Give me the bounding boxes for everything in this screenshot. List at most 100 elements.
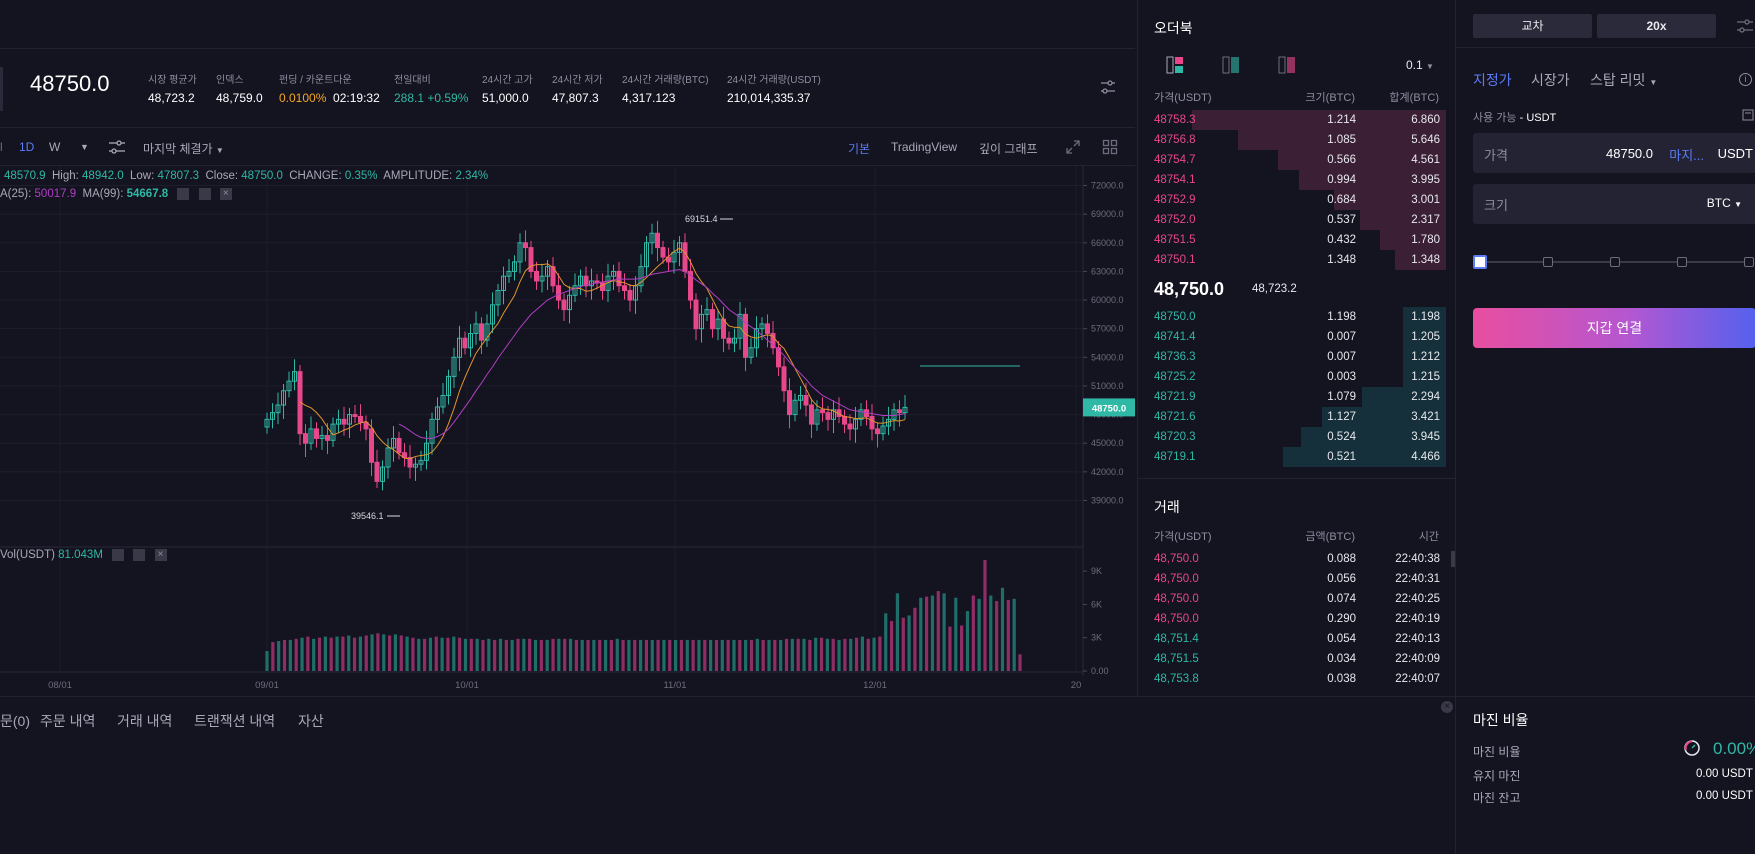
view-asks-icon[interactable] xyxy=(1278,56,1296,77)
size-field[interactable]: 크기 BTC ▼ xyxy=(1473,184,1755,224)
slider-mark-25[interactable] xyxy=(1543,257,1553,267)
bid-row[interactable]: 48741.4 0.007 1.205 xyxy=(1138,327,1456,347)
bid-row[interactable]: 48750.0 1.198 1.198 xyxy=(1138,307,1456,327)
ask-row[interactable]: 48754.1 0.994 3.995 xyxy=(1138,170,1456,190)
depth-bar xyxy=(1238,130,1446,150)
bid-row[interactable]: 48736.3 0.007 1.212 xyxy=(1138,347,1456,367)
view-both-icon[interactable] xyxy=(1166,56,1184,77)
trades-header-amount: 금액(BTC) xyxy=(1305,531,1355,543)
candle-body xyxy=(363,421,369,430)
ask-row[interactable]: 48750.1 1.348 1.348 xyxy=(1138,250,1456,270)
ask-row[interactable]: 48756.8 1.085 5.646 xyxy=(1138,130,1456,150)
interval-dropdown-icon[interactable]: ▼ xyxy=(80,142,89,152)
margin-mode-button[interactable]: 교차 xyxy=(1473,14,1592,38)
ob-mark-price: 48,723.2 xyxy=(1252,283,1297,295)
tab-open-orders[interactable]: 문(0) xyxy=(0,713,30,729)
trade-row[interactable]: 48,750.0 0.088 22:40:38 xyxy=(1138,549,1456,569)
view-bids-icon[interactable] xyxy=(1222,56,1240,77)
size-field-label: 크기 xyxy=(1484,198,1508,213)
candle-body xyxy=(473,323,479,334)
row-size: 1.085 xyxy=(1327,134,1356,146)
volume-bar xyxy=(428,637,433,671)
tab-assets[interactable]: 자산 xyxy=(298,713,324,729)
ma-close-icon[interactable]: × xyxy=(219,188,232,200)
volume-bar xyxy=(510,639,514,671)
vol-eye-icon[interactable] xyxy=(112,549,125,561)
tab-market[interactable]: 시장가 xyxy=(1531,72,1570,88)
settings-sliders-icon[interactable] xyxy=(1100,79,1116,98)
ask-row[interactable]: 48752.0 0.537 2.317 xyxy=(1138,210,1456,230)
connect-wallet-button[interactable]: 지갑 연결 xyxy=(1473,308,1755,348)
panel-settings-icon[interactable] xyxy=(1736,18,1754,37)
price-field[interactable]: 가격 48750.0 마지... USDT xyxy=(1473,133,1755,173)
candle-body xyxy=(550,266,556,287)
size-slider-handle[interactable] xyxy=(1473,255,1487,269)
ask-row[interactable]: 48754.7 0.566 4.561 xyxy=(1138,150,1456,170)
interval-cut[interactable]: l xyxy=(0,140,3,154)
bid-row[interactable]: 48720.3 0.524 3.945 xyxy=(1138,427,1456,447)
tab-transaction-history[interactable]: 트랜잭션 내역 xyxy=(194,713,276,729)
ob-mid-price: 48,750.0 xyxy=(1154,279,1225,299)
ma-eye-icon[interactable] xyxy=(177,188,190,200)
layout-grid-icon[interactable] xyxy=(1102,139,1118,158)
interval-1d[interactable]: 1D xyxy=(19,140,35,154)
trade-row[interactable]: 48,750.0 0.074 22:40:25 xyxy=(1138,589,1456,609)
ma-settings-icon[interactable] xyxy=(198,188,211,200)
trade-row[interactable]: 48,751.5 0.034 22:40:09 xyxy=(1138,649,1456,669)
candle-body xyxy=(495,290,501,306)
depth-bar xyxy=(1403,307,1446,327)
price-last-link[interactable]: 마지... xyxy=(1669,148,1704,163)
trade-row[interactable]: 48,750.0 0.290 22:40:19 xyxy=(1138,609,1456,629)
volume-bar xyxy=(615,638,619,671)
close-panel-icon[interactable]: × xyxy=(1441,701,1453,713)
precision-select[interactable]: 0.1 ▼ xyxy=(1406,58,1434,72)
volume-bar xyxy=(1012,598,1016,671)
trades-scrollbar[interactable] xyxy=(1451,551,1455,567)
price-type-select[interactable]: 마지막 체결가 ▼ xyxy=(143,142,224,156)
candlestick-chart[interactable]: 72000.0 69000.0 66000.0 63000.0 60000.0 57000… xyxy=(0,166,1135,696)
slider-mark-75[interactable] xyxy=(1677,257,1687,267)
vol-close-icon[interactable]: × xyxy=(154,549,167,561)
volume-bar xyxy=(954,597,958,671)
bid-row[interactable]: 48721.6 1.127 3.421 xyxy=(1138,407,1456,427)
view-tradingview-tab[interactable]: TradingView xyxy=(891,140,958,154)
leverage-button[interactable]: 20x xyxy=(1597,14,1716,38)
depth-bar xyxy=(1380,230,1446,250)
price-chart[interactable]: 72000.0 69000.0 66000.0 63000.0 60000.0 57000… xyxy=(0,166,1135,696)
tab-order-history[interactable]: 주문 내역 xyxy=(40,713,96,729)
view-depth-tab[interactable]: 깊이 그래프 xyxy=(979,142,1038,156)
bid-row[interactable]: 48719.1 0.521 4.466 xyxy=(1138,447,1456,467)
trade-row[interactable]: 48,750.0 0.056 22:40:31 xyxy=(1138,569,1456,589)
row-size: 0.003 xyxy=(1327,371,1356,383)
info-icon[interactable]: i xyxy=(1739,73,1752,86)
y-tick-label: 60000.0 xyxy=(1091,295,1124,305)
slider-mark-50[interactable] xyxy=(1610,257,1620,267)
volume-bar xyxy=(475,638,479,671)
tab-trade-history[interactable]: 거래 내역 xyxy=(117,713,173,729)
bid-row[interactable]: 48725.2 0.003 1.215 xyxy=(1138,367,1456,387)
volume-bar xyxy=(889,621,894,671)
calculator-icon[interactable] xyxy=(1742,109,1754,124)
ask-row[interactable]: 48758.3 1.214 6.860 xyxy=(1138,110,1456,130)
volume-bar xyxy=(277,641,281,671)
trade-row[interactable]: 48,753.8 0.038 22:40:07 xyxy=(1138,669,1456,689)
volume-bar xyxy=(989,595,993,671)
interval-w[interactable]: W xyxy=(49,140,61,154)
size-unit-select[interactable]: BTC ▼ xyxy=(1706,196,1742,210)
trade-row[interactable]: 48,751.4 0.054 22:40:13 xyxy=(1138,629,1456,649)
price-field-value[interactable]: 48750.0 xyxy=(1606,146,1653,161)
candle-body xyxy=(897,409,902,414)
tab-stop-limit[interactable]: 스탑 리밋 ▼ xyxy=(1590,72,1658,88)
tab-limit[interactable]: 지정가 xyxy=(1473,72,1512,88)
fullscreen-icon[interactable] xyxy=(1065,139,1081,158)
slider-mark-100[interactable] xyxy=(1744,257,1754,267)
ask-row[interactable]: 48752.9 0.684 3.001 xyxy=(1138,190,1456,210)
indicator-settings-icon[interactable] xyxy=(108,139,126,158)
view-basic-tab[interactable]: 기본 xyxy=(848,142,871,156)
volume-bar xyxy=(294,638,298,671)
bid-row[interactable]: 48721.9 1.079 2.294 xyxy=(1138,387,1456,407)
ask-row[interactable]: 48751.5 0.432 1.780 xyxy=(1138,230,1456,250)
volume-bar xyxy=(726,639,730,671)
volume-bar xyxy=(352,637,357,671)
vol-settings-icon[interactable] xyxy=(133,549,146,561)
